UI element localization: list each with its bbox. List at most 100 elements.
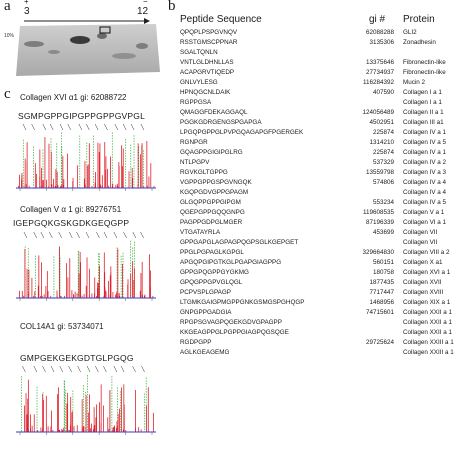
protein-cell: Collagen X a1: [403, 259, 443, 266]
peptide-cell: PGGKGDRGENGSPGAPGA: [180, 119, 262, 126]
protein-cell: Collagen IV a 4: [403, 179, 447, 186]
gi-cell: 74715601: [365, 309, 394, 316]
gi-cell: 225874: [372, 149, 394, 156]
gi-cell: 13559798: [365, 169, 394, 176]
header-gi: gi #: [369, 14, 386, 25]
peptide-cell: QGEPGPPGQQGNPG: [180, 209, 245, 216]
gi-cell: 87196339: [365, 219, 394, 226]
header-protein: Protein: [403, 14, 435, 25]
table-row: LPGQPGPPGLPVPGQAGAPGFPGERGEK 225874 Collag…: [180, 128, 466, 138]
lane-left-label: 3: [24, 6, 30, 17]
selected-spot-box: [99, 26, 111, 34]
gi-cell: 1877435: [369, 279, 394, 286]
peptide-cell: PPGLPGPAGLKGPGL: [180, 249, 244, 256]
gi-cell: 29725624: [365, 339, 394, 346]
table-row: ACAPGRVTIQEDP 27734937 Fibronectin-like: [180, 68, 466, 78]
gi-cell: 7717447: [369, 289, 394, 296]
table-row: GPPGAPGLAGPAGPQGPSGLKGEPGET Collagen VII: [180, 238, 466, 248]
2d-gel-image: [16, 24, 160, 76]
peptide-cell: LPGQPGPPGLPVPGQAGAPGFPGERGEK: [180, 129, 304, 136]
table-row: SGALTQNLN: [180, 48, 466, 58]
gi-cell: 180758: [372, 269, 394, 276]
peptide-cell: VTGATAYRLA: [180, 229, 221, 236]
spectrum-1-sequence: SGMPGPPGIPGPPGPPGVPGL: [18, 111, 146, 121]
peptide-cell: GNPGPPGADGIA: [180, 309, 232, 316]
spectrum-1-title: Collagen XVI α1 gi: 62088722: [20, 93, 127, 102]
table-row: PCPVSPLGPAGP 7717447 Collagen XVIII: [180, 288, 466, 298]
spectrum-2-sequence: IGEPGQKGSKGDKGEQGPP: [13, 218, 130, 228]
table-row: QGEPGPPGQQGNPG 119608535 Collagen V a 1: [180, 208, 466, 218]
panel-a-letter: a: [4, 0, 11, 14]
gi-cell: 13375646: [365, 59, 394, 66]
gi-cell: 453699: [372, 229, 394, 236]
peptide-cell: APGQPGIPGTKGLPGAPGIAGPPG: [180, 259, 282, 266]
table-row: GPQGPPGPVGLQGL 1877435 Collagen XVII: [180, 278, 466, 288]
protein-cell: Collagen I a 1: [403, 99, 442, 106]
protein-cell: Collagen IV a 3: [403, 169, 447, 176]
peptide-cell: RPGPSGVAGPQGEKGDVGPAGPP: [180, 319, 282, 326]
gi-cell: 1314210: [369, 139, 394, 146]
peptide-cell: GLGQPPGPPGIPGM: [180, 199, 241, 206]
peptide-cell: KKGEAGPPGLPGPPGIAGPQGSQGE: [180, 329, 289, 336]
protein-cell: Fibronectin-like: [403, 69, 446, 76]
table-row: VTGATAYRLA 453699 Collagen VII: [180, 228, 466, 238]
spectrum-1-plot: [16, 123, 156, 191]
peptide-cell: GPPGPQGPPGYGKMG: [180, 269, 249, 276]
table-row: GNPGPPGADGIA 74715601 Collagen XXII a 1: [180, 308, 466, 318]
peptide-cell: KGQPGDVGPPGPAGM: [180, 189, 249, 196]
table-row: RSSTGMSCPPNAR 3135306 Zonadhesin: [180, 38, 466, 48]
peptide-cell: QMAGGFDEKAGGAQL: [180, 109, 248, 116]
peptide-cell: PAGPPGDPGLMGER: [180, 219, 243, 226]
peptide-cell: RSSTGMSCPPNAR: [180, 39, 238, 46]
spectrum-3-title: COL14A1 gi: 53734071: [20, 322, 104, 331]
protein-cell: Collagen XVII: [403, 279, 442, 286]
gi-cell: 560151: [372, 259, 394, 266]
protein-cell: Collagen VII: [403, 239, 438, 246]
gi-cell: 225874: [372, 129, 394, 136]
table-row: RGVKGLTGPPG 13559798 Collagen IV a 3: [180, 168, 466, 178]
protein-cell: Collagen I a 1: [403, 89, 442, 96]
table-row: PGGKGDRGENGSPGAPGA 4502951 Collagen III a1: [180, 118, 466, 128]
peptide-cell: RGNPGR: [180, 139, 208, 146]
peptide-cell: GNLVYLESG: [180, 79, 218, 86]
lane-left-sign: +: [24, 0, 29, 6]
protein-cell: Zonadhesin: [403, 39, 436, 46]
table-row: VGPPGPPGSPGVNGQK 574806 Collagen IV a 4: [180, 178, 466, 188]
table-row: RPGPSGVAGPQGEKGDVGPAGPP Collagen XXII a 1: [180, 318, 466, 328]
gi-cell: 329664830: [362, 249, 394, 256]
table-row: PAGPPGDPGLMGER 87196339 Collagen VI a 1: [180, 218, 466, 228]
lane-right-label: 12: [137, 6, 149, 17]
peptide-cell: AGLKGEAGEMG: [180, 349, 230, 356]
table-row: APGQPGIPGTKGLPGAPGIAGPPG 560151 Collagen X…: [180, 258, 466, 268]
protein-cell: Collagen XXII a 1: [403, 329, 453, 336]
protein-cell: Collagen II a 1: [403, 109, 444, 116]
peptide-cell: VNTLGLDHNLLAS: [180, 59, 234, 66]
peptide-cell: VGPPGPPGSPGVNGQK: [180, 179, 252, 186]
protein-cell: Collagen V a 1: [403, 209, 445, 216]
gi-cell: 553234: [372, 199, 394, 206]
lane-right-sign: −: [143, 0, 148, 6]
table-row: KGQPGDVGPPGPAGM Collagen IV a 4: [180, 188, 466, 198]
protein-cell: Collagen XXII a 1: [403, 319, 453, 326]
spectrum-2-title: Collagen V α 1 gi: 89276751: [20, 205, 122, 214]
peptide-cell: PCPVSPLGPAGP: [180, 289, 231, 296]
peptide-cell: RGVKGLTGPPG: [180, 169, 228, 176]
peptide-cell: QPQPLPSPGVNQV: [180, 29, 238, 36]
table-row: GPPGPQGPPGYGKMG 180758 Collagen XVI a 1: [180, 268, 466, 278]
table-row: PPGLPGPAGLKGPGL 329664830 Collagen VIII a …: [180, 248, 466, 258]
table-row: RGPPGSA Collagen I a 1: [180, 98, 466, 108]
spectrum-3-sequence: GMPGEKGEKGDTGLPGQG: [20, 353, 134, 363]
peptide-cell: ACAPGRVTIQEDP: [180, 69, 235, 76]
protein-cell: Collagen IV a 5: [403, 139, 447, 146]
peptide-cell: GPPGAPGLAGPAGPQGPSGLKGEPGET: [180, 239, 299, 246]
table-row: GQAGPPGIGIPGLRG 225874 Collagen IV a 1: [180, 148, 466, 158]
peptide-cell: GQAGPPGIGIPGLRG: [180, 149, 243, 156]
ief-arrow: [24, 18, 150, 24]
table-row: AGLKGEAGEMG Collagen XXIII a 1: [180, 348, 466, 358]
table-row: GNLVYLESG 116284392 Mucin 2: [180, 78, 466, 88]
table-row: QPQPLPSPGVNQV 62088288 GLI2: [180, 28, 466, 38]
gi-cell: 27734937: [365, 69, 394, 76]
protein-cell: Mucin 2: [403, 79, 426, 86]
protein-cell: Collagen IV a 4: [403, 189, 447, 196]
protein-cell: Collagen III a1: [403, 119, 444, 126]
